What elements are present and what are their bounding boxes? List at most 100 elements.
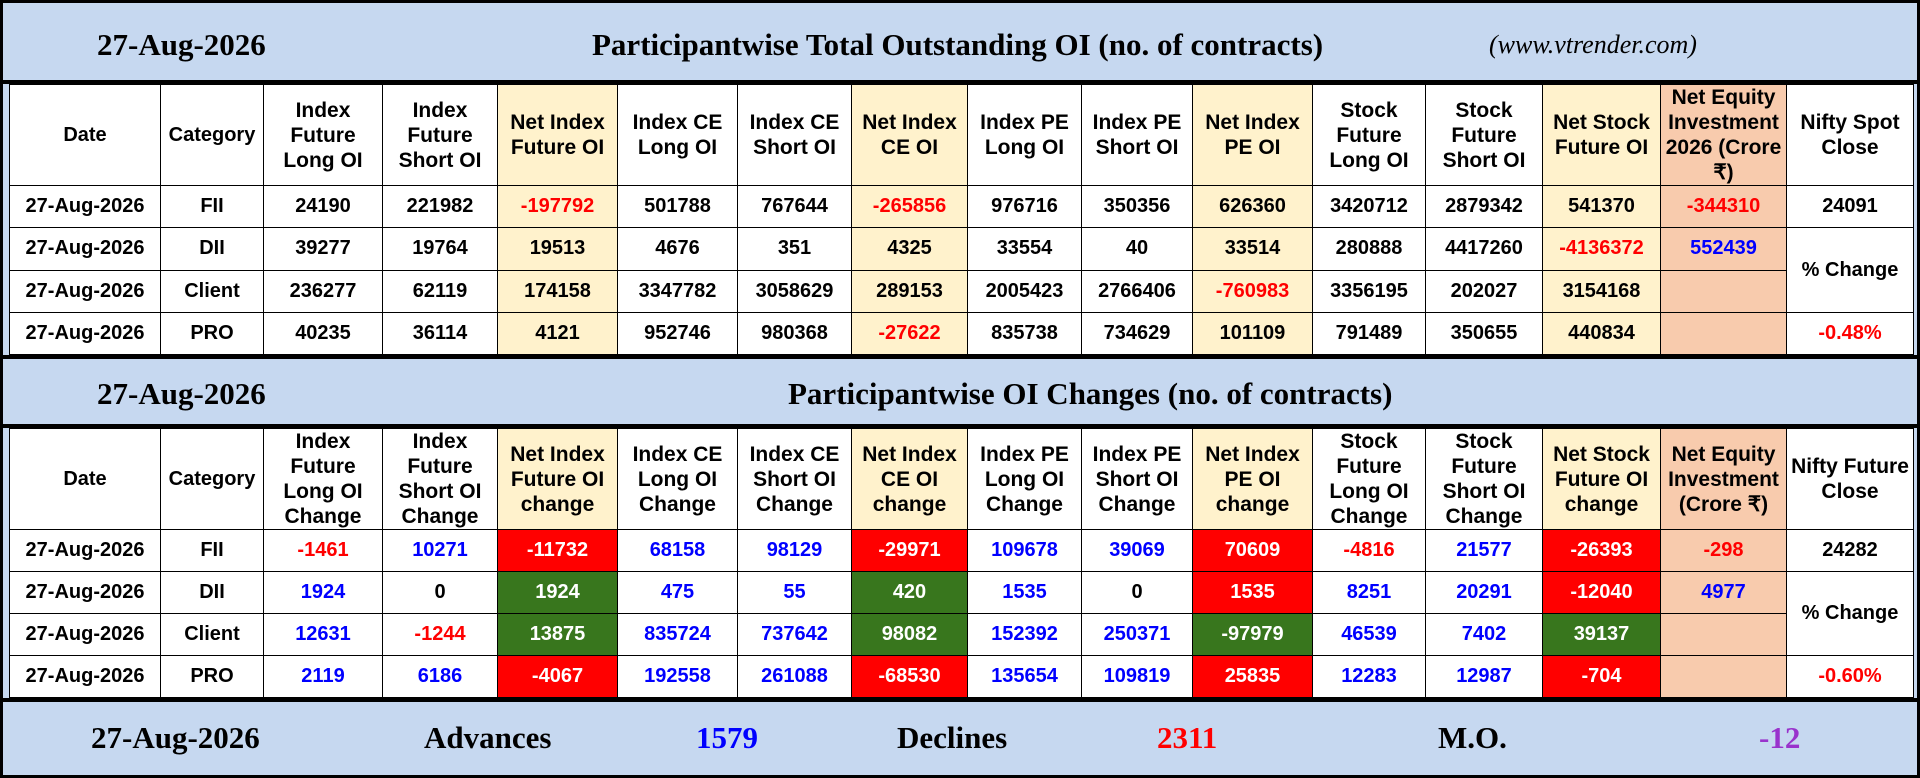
oi-changes-table: Date Category Index Future Long OI Change I… [9,428,1914,698]
column-header: Index CE Long OI [617,84,738,186]
column-header: Nifty Future Close [1786,428,1914,530]
data-cell: 8251 [1312,571,1426,614]
column-header: Index Future Long OI [263,84,383,186]
data-cell: 19764 [382,227,498,271]
data-cell: 174158 [497,269,618,313]
row-date: 27-Aug-2026 [9,227,161,271]
row-category: DII [160,227,264,271]
data-cell: -4067 [497,655,618,698]
data-cell: 4417260 [1425,227,1543,271]
row-date: 27-Aug-2026 [9,655,161,698]
table-row: 27-Aug-2026 Client 236277 62119 174158 334778… [9,269,1914,313]
data-cell: 12631 [263,613,383,656]
column-header: Index Future Short OI [382,84,498,186]
data-cell: -265856 [851,184,968,229]
website-label: (www.vtrender.com) [1489,30,1697,59]
data-cell: 350356 [1081,184,1193,229]
data-cell: -27622 [851,311,968,356]
pct-change-value: -0.60% [1786,655,1914,698]
data-cell: 3154168 [1542,269,1661,313]
data-cell: 12987 [1425,655,1543,698]
data-cell: 152392 [967,613,1082,656]
data-cell: 350655 [1425,311,1543,356]
net-equity-cell: 552439 [1660,227,1787,271]
data-cell: 13875 [497,613,618,656]
data-cell: -29971 [851,529,968,572]
data-cell: 109819 [1081,655,1193,698]
column-header: Net Equity Investment (Crore ₹) [1660,428,1787,530]
table-header-row: Date Category Index Future Long OI Change I… [9,428,1914,530]
data-cell: 39137 [1542,613,1661,656]
data-cell: 98129 [737,529,852,572]
data-cell: 55 [737,571,852,614]
column-header: Stock Future Short OI [1425,84,1543,186]
data-cell: 68158 [617,529,738,572]
data-cell: 3347782 [617,269,738,313]
section2-date: 27-Aug-2026 [97,376,266,411]
data-cell: 3420712 [1312,184,1426,229]
nifty-close-value: 24091 [1786,184,1914,229]
table-row: 27-Aug-2026 DII 1924 0 1924 475 55 420 1535 0 1535… [9,571,1914,656]
column-header: Date [9,428,161,530]
net-equity-cell [1660,655,1787,698]
table-row: 27-Aug-2026 PRO 40235 36114 4121 952746 980368… [9,311,1914,356]
data-cell: 1924 [263,571,383,614]
column-header: Index Future Long OI Change [263,428,383,530]
column-header: Category [160,84,264,186]
column-header: Stock Future Long OI [1312,84,1426,186]
data-cell: 109678 [967,529,1082,572]
data-cell: -26393 [1542,529,1661,572]
data-cell: 1535 [967,571,1082,614]
data-cell: 33514 [1192,227,1313,271]
mo-label: M.O. [1438,720,1507,755]
advances-value: 1579 [696,720,758,755]
data-cell: 0 [1081,571,1193,614]
column-header: Index PE Long OI Change [967,428,1082,530]
section1-date: 27-Aug-2026 [97,27,266,62]
advances-label: Advances [424,720,552,755]
table-header-row: Date Category Index Future Long OI Index Fu… [9,84,1914,186]
data-cell: 202027 [1425,269,1543,313]
data-cell: 835724 [617,613,738,656]
data-cell: -760983 [1192,269,1313,313]
footer-date: 27-Aug-2026 [91,720,260,755]
row-category: Client [160,613,264,656]
divider [3,355,1917,359]
data-cell: 791489 [1312,311,1426,356]
row-category: FII [160,529,264,572]
data-cell: 10271 [382,529,498,572]
data-cell: 626360 [1192,184,1313,229]
data-cell: 0 [382,571,498,614]
net-equity-cell [1660,613,1787,656]
data-cell: -4816 [1312,529,1426,572]
declines-label: Declines [897,720,1008,755]
column-header: Index CE Short OI [737,84,852,186]
column-header: Net Index CE OI change [851,428,968,530]
data-cell: -1461 [263,529,383,572]
mo-value: -12 [1759,720,1801,755]
divider [3,698,1917,702]
column-header: Net Equity Investment 2026 (Crore ₹) [1660,84,1787,186]
column-header: Index Future Short OI Change [382,428,498,530]
data-cell: 289153 [851,269,968,313]
data-cell: 280888 [1312,227,1426,271]
column-header: Net Index Future OI [497,84,618,186]
pct-change-label: % Change [1786,227,1914,313]
data-cell: -1244 [382,613,498,656]
data-cell: 3058629 [737,269,852,313]
row-category: FII [160,184,264,229]
data-cell: -4136372 [1542,227,1661,271]
data-cell: 541370 [1542,184,1661,229]
data-cell: -704 [1542,655,1661,698]
data-cell: 39277 [263,227,383,271]
table-row: 27-Aug-2026 FII 24190 221982 -197792 501788 76… [9,184,1914,229]
column-header: Stock Future Short OI Change [1425,428,1543,530]
pct-change-value: -0.48% [1786,311,1914,356]
data-cell: 4121 [497,311,618,356]
row-date: 27-Aug-2026 [9,269,161,313]
column-header: Stock Future Long OI Change [1312,428,1426,530]
data-cell: 62119 [382,269,498,313]
data-cell: 976716 [967,184,1082,229]
net-equity-cell: -298 [1660,529,1787,572]
